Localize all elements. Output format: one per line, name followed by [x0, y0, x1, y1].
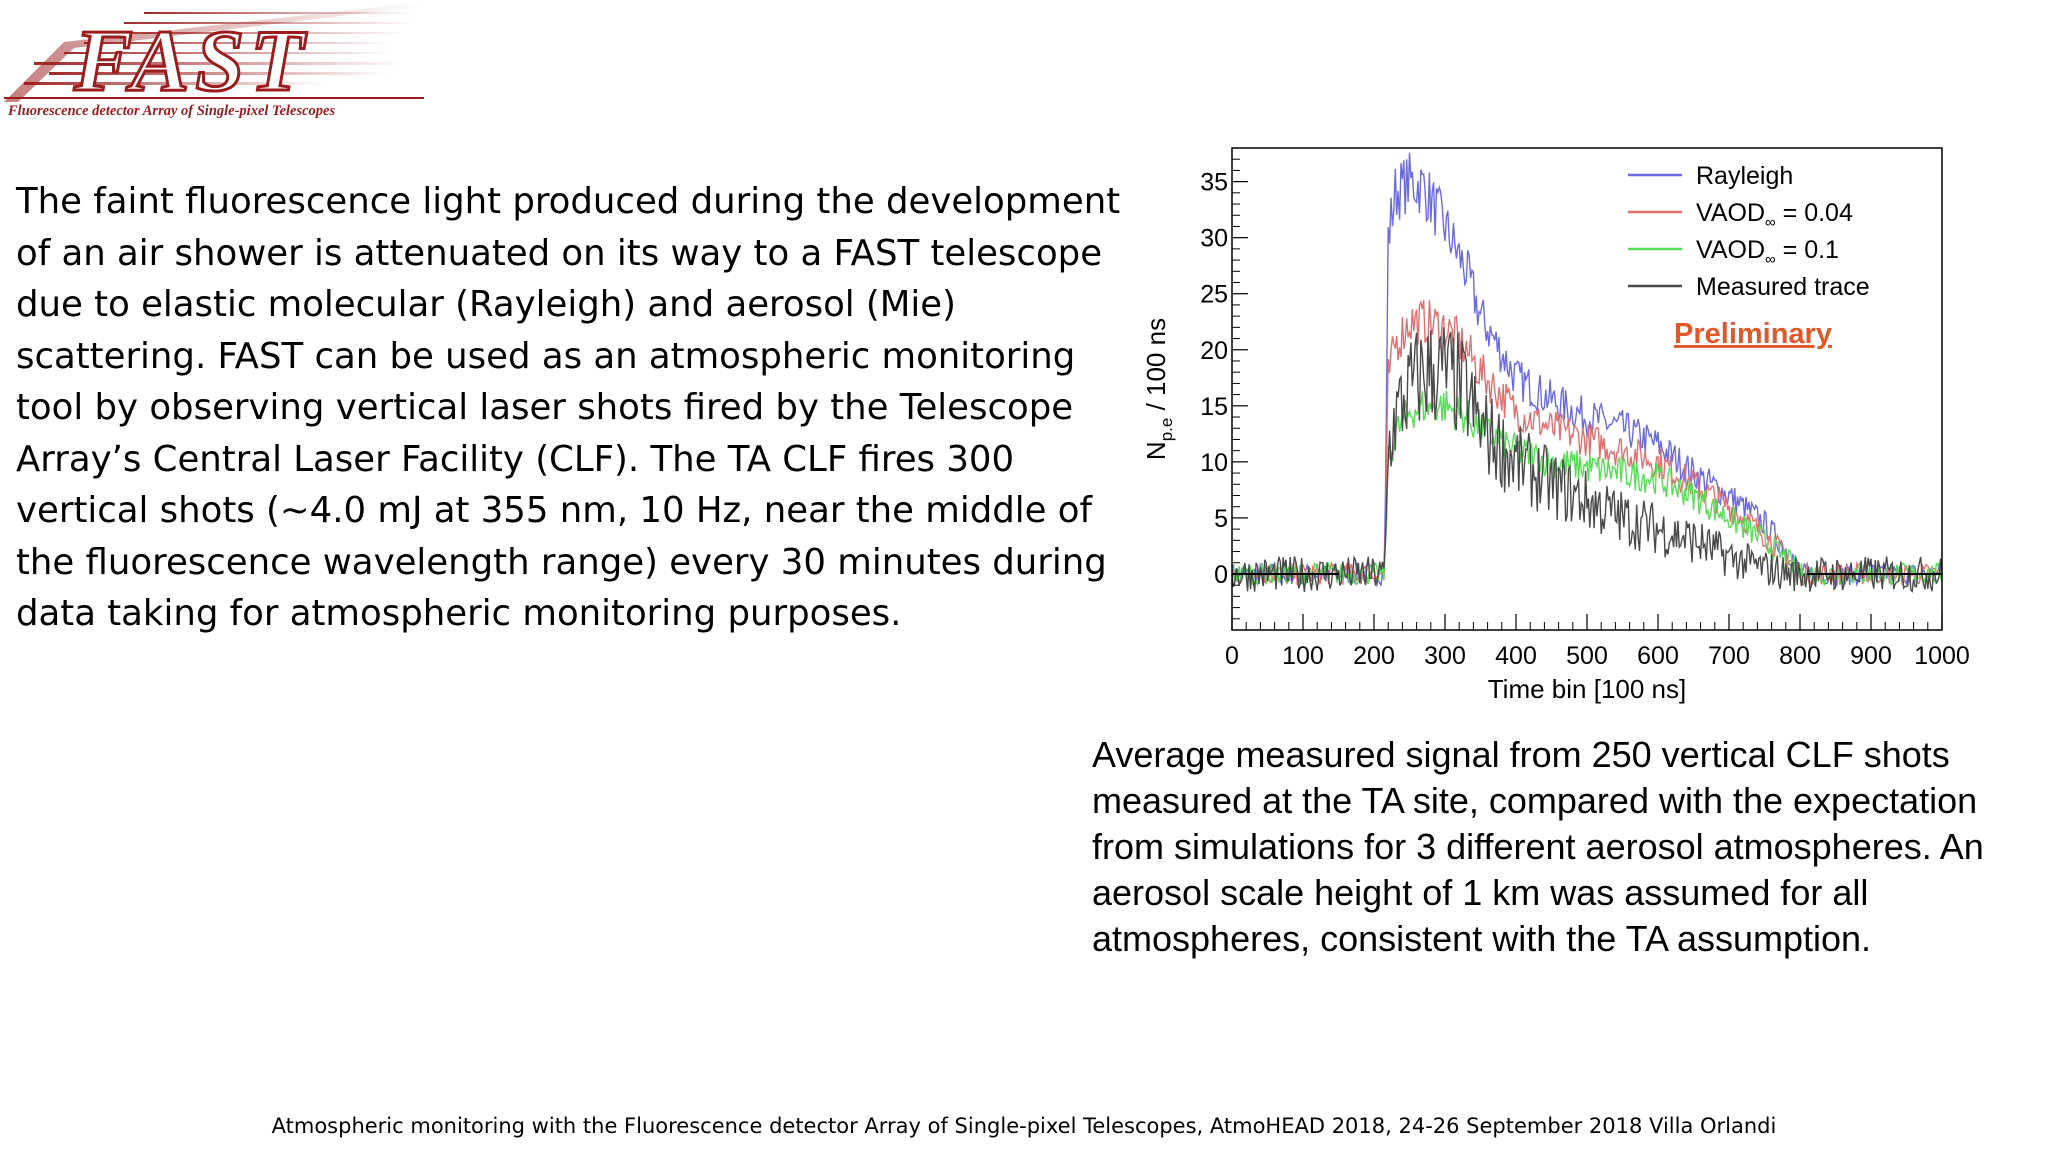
legend-label: Rayleigh — [1696, 162, 1793, 190]
chart-traces — [1231, 152, 1943, 593]
legend-label: Measured trace — [1696, 273, 1870, 301]
legend-label-rest: = 0.04 — [1776, 199, 1853, 227]
signal-chart: 0 100 200 300 400 500 600 700 800 900 1000 0 5 10 15 20… — [1141, 147, 1970, 704]
logo-subtitle: Fluorescence detector Array of Single-pi… — [7, 103, 335, 119]
caption-line: aerosol scale height of 1 km was assumed… — [1092, 872, 1869, 913]
x-tick-label: 500 — [1566, 642, 1608, 670]
series-line-2 — [1231, 390, 1943, 587]
legend-label-main: Rayleigh — [1696, 162, 1793, 190]
y-tick-label: 15 — [1200, 393, 1228, 421]
y-axis-label: Np.e / 100 ns — [1141, 318, 1176, 460]
y-tick-label: 20 — [1200, 337, 1228, 365]
body-line: scattering. FAST can be used as an atmos… — [16, 335, 1076, 377]
body-line: data taking for atmospheric monitoring p… — [16, 593, 902, 634]
caption-line: Average measured signal from 250 vertica… — [1092, 734, 1950, 775]
x-tick-label: 800 — [1779, 642, 1821, 670]
body-text: The faint fluorescence light produced du… — [16, 176, 1121, 640]
x-tick-label: 900 — [1850, 642, 1892, 670]
x-axis-label: Time bin [100 ns] — [1488, 674, 1686, 704]
logo-streaks — [4, 2, 424, 102]
x-tick-label: 200 — [1353, 642, 1395, 670]
y-tick-label: 25 — [1200, 281, 1228, 309]
y-tick-label: 0 — [1214, 561, 1228, 589]
y-axis-label-main: N — [1141, 441, 1171, 460]
preliminary-annotation: Preliminary — [1674, 318, 1832, 350]
body-line: The faint fluorescence light produced du… — [16, 181, 1121, 222]
body-line: due to elastic molecular (Rayleigh) and … — [16, 284, 956, 325]
x-tick-label: 100 — [1282, 642, 1324, 670]
fast-logo: FAST Fluorescence detector Array of Sing… — [4, 2, 424, 119]
legend-label-sub: ∞ — [1765, 251, 1776, 268]
series-line-3 — [1231, 327, 1943, 593]
legend-label-main: VAOD — [1696, 236, 1765, 264]
chart-axes: 0 100 200 300 400 500 600 700 800 900 1000 0 5 10 15 20… — [1200, 158, 1970, 670]
legend-label-main: VAOD — [1696, 199, 1765, 227]
logo-word: FAST — [73, 13, 310, 110]
figure-caption: Average measured signal from 250 vertica… — [1092, 732, 2042, 962]
body-line: vertical shots (∼4.0 mJ at 355 nm, 10 Hz… — [16, 490, 1092, 531]
body-line: tool by observing vertical laser shots f… — [16, 387, 1074, 428]
caption-line: from simulations for 3 different aerosol… — [1092, 826, 1984, 867]
y-axis-label-sub: p.e — [1157, 418, 1176, 442]
y-axis-label-rest: / 100 ns — [1141, 318, 1171, 418]
legend-label: VAOD∞ = 0.1 — [1696, 236, 1839, 268]
caption-line: atmospheres, consistent with the TA assu… — [1092, 918, 1872, 959]
footer: Atmospheric monitoring with the Fluoresc… — [271, 1114, 1777, 1138]
body-line: the fluorescence wavelength range) every… — [16, 541, 1107, 583]
body-line: Array’s Central Laser Facility (CLF). Th… — [16, 438, 1015, 480]
legend-label-sub: ∞ — [1765, 214, 1776, 231]
legend-label-main: Measured trace — [1696, 273, 1870, 301]
body-line: of an air shower is attenuated on its wa… — [16, 232, 1103, 274]
x-tick-label: 400 — [1495, 642, 1537, 670]
y-tick-label: 35 — [1200, 169, 1228, 197]
series-line-1 — [1231, 299, 1943, 588]
x-tick-label: 300 — [1424, 642, 1466, 670]
x-tick-label: 0 — [1225, 642, 1239, 670]
y-tick-label: 10 — [1200, 449, 1228, 477]
x-tick-label: 600 — [1637, 642, 1679, 670]
y-tick-label: 5 — [1214, 505, 1228, 533]
caption-line: measured at the TA site, compared with t… — [1092, 780, 1978, 821]
legend-label: VAOD∞ = 0.04 — [1696, 199, 1853, 231]
x-tick-label: 1000 — [1914, 642, 1970, 670]
legend-label-rest: = 0.1 — [1776, 236, 1839, 264]
x-tick-label: 700 — [1708, 642, 1750, 670]
y-tick-label: 30 — [1200, 225, 1228, 253]
